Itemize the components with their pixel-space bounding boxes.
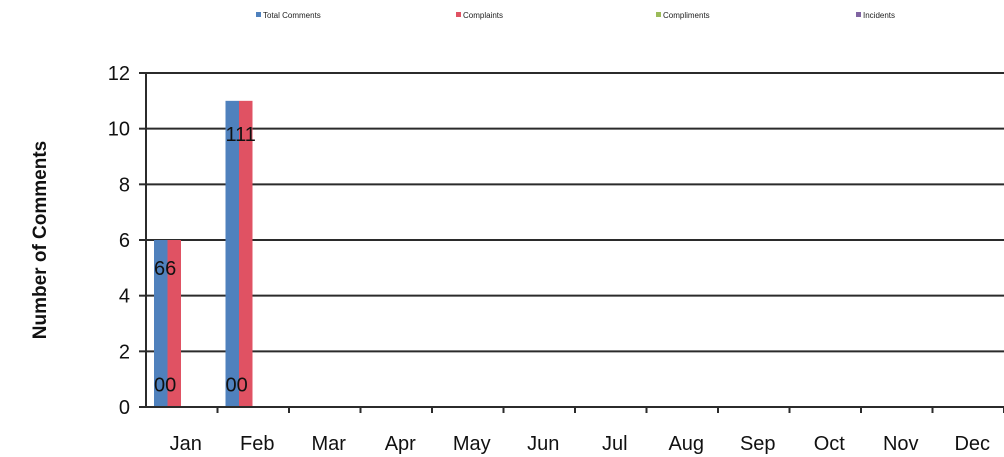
y-tick-label-0: 0	[119, 397, 130, 419]
data-label-jan-1: 00	[154, 375, 176, 397]
x-tick-label-dec: Dec	[954, 433, 990, 455]
legend-swatch-complaints	[456, 12, 461, 17]
x-tick-label-jul: Jul	[602, 433, 628, 455]
data-label-feb-3: 00	[226, 375, 248, 397]
legend-swatch-compliments	[656, 12, 661, 17]
legend-label-total-comments: Total Comments	[263, 11, 321, 20]
y-tick-label-4: 4	[119, 286, 130, 308]
data-label-feb-2: 111	[226, 124, 256, 146]
x-tick-label-oct: Oct	[814, 433, 846, 455]
legend-label-compliments: Compliments	[663, 11, 710, 20]
x-tick-label-nov: Nov	[883, 433, 919, 455]
data-label-jan-0: 66	[154, 258, 176, 280]
x-tick-label-aug: Aug	[668, 433, 704, 455]
x-tick-label-may: May	[453, 433, 491, 455]
legend-swatch-incidents	[856, 12, 861, 17]
bar-complaints-jan	[167, 240, 181, 407]
x-tick-label-feb: Feb	[240, 433, 274, 455]
bar-complaints-feb	[239, 100, 253, 407]
y-tick-label-10: 10	[108, 119, 130, 141]
x-tick-label-jun: Jun	[527, 433, 559, 455]
legend-label-incidents: Incidents	[863, 11, 895, 20]
y-tick-label-12: 12	[108, 63, 130, 85]
data-labels: 66 00 111 00	[154, 124, 256, 397]
legend-label-complaints: Complaints	[463, 11, 503, 20]
tick-labels: 0 2 4 6 8 10 12 Jan Feb Mar Apr May Jun Jul Aug Sep Oct N…	[108, 63, 990, 455]
x-tick-label-sep: Sep	[740, 433, 776, 455]
bar-total-comments-feb	[225, 100, 239, 407]
bars	[154, 100, 253, 407]
y-tick-label-2: 2	[119, 341, 130, 363]
axes	[139, 72, 1004, 413]
y-tick-label-6: 6	[119, 230, 130, 252]
chart-legend: Total Comments Complaints Compliments Incid…	[256, 11, 895, 20]
x-tick-label-apr: Apr	[385, 433, 416, 455]
x-tick-label-mar: Mar	[312, 433, 347, 455]
legend-swatch-total-comments	[256, 12, 261, 17]
x-tick-label-jan: Jan	[170, 433, 202, 455]
y-tick-label-8: 8	[119, 174, 130, 196]
bar-total-comments-jan	[154, 240, 168, 407]
y-axis-label: Number of Comments	[30, 141, 51, 339]
gridlines	[146, 72, 1004, 353]
